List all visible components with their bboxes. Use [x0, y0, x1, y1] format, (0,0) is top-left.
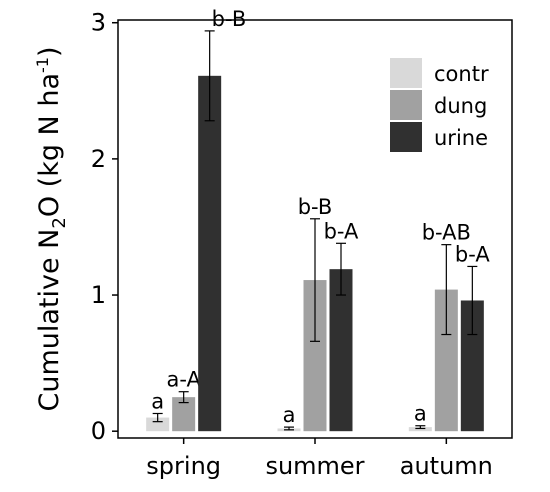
bar-dung-spring — [172, 397, 196, 432]
legend-swatch — [390, 90, 422, 120]
y-axis-label-prefix: Cumulative N — [34, 229, 65, 412]
error-bar-urine-spring — [204, 30, 215, 122]
y-tick-label: 2 — [91, 145, 106, 173]
y-tick-label: 1 — [91, 281, 106, 309]
legend-item-dung: dung — [390, 90, 487, 120]
y-axis-title: Cumulative N2O (kg N ha-1) — [33, 46, 70, 411]
bar-label-urine-summer: b-A — [324, 219, 359, 243]
axes: 0 1 2 3 spring summer autumn — [91, 9, 513, 480]
bar-label-urine-autumn: b-A — [455, 242, 490, 266]
x-tick-label-spring: spring — [146, 452, 221, 480]
y-tick-label: 3 — [91, 9, 106, 37]
legend: contr dung urine — [390, 58, 489, 152]
bar-dung-summer — [303, 280, 327, 432]
bar-label-dung-spring: a-A — [166, 368, 201, 392]
legend-swatch — [390, 122, 422, 152]
legend-label: dung — [434, 94, 487, 118]
legend-swatch — [390, 58, 422, 88]
bar-label-contr-summer: a — [283, 403, 296, 427]
error-bar-dung-autumn — [441, 244, 452, 336]
y-axis-label-sup: -1 — [33, 57, 52, 73]
bar-urine-spring — [198, 75, 222, 432]
error-bar-urine-summer — [336, 242, 346, 296]
error-bar-dung-summer — [310, 218, 320, 342]
bar-urine-summer — [329, 269, 353, 432]
y-axis-label-suffix: ) — [34, 46, 65, 57]
x-tick-label-summer: summer — [265, 452, 364, 480]
legend-label: urine — [434, 126, 488, 150]
bar-label-urine-spring: b-B — [212, 7, 247, 31]
legend-item-contr: contr — [390, 58, 489, 88]
error-bar-dung-spring — [178, 391, 189, 404]
y-tick-label: 0 — [91, 417, 106, 445]
bar-contr-autumn — [408, 427, 432, 432]
bar-label-dung-autumn: b-AB — [422, 221, 471, 245]
error-bar-contr-spring — [152, 412, 163, 423]
y-axis-label-sub: 2 — [49, 217, 70, 228]
error-bar-contr-autumn — [415, 425, 426, 430]
bar-urine-autumn — [460, 300, 484, 432]
legend-item-urine: urine — [390, 122, 488, 152]
error-bar-urine-autumn — [467, 265, 478, 336]
bar-dung-autumn — [434, 289, 458, 432]
bar-label-contr-spring: a — [151, 389, 164, 413]
x-tick-label-autumn: autumn — [400, 452, 493, 480]
y-axis-label: Cumulative N2O (kg N ha-1) — [33, 46, 70, 411]
legend-label: contr — [434, 62, 489, 86]
bar-label-contr-autumn: a — [414, 402, 427, 426]
bar-contr-spring — [146, 417, 170, 432]
bars: aa-Ab-Bab-Bb-Aab-ABb-A — [146, 7, 490, 432]
error-bar-contr-summer — [284, 426, 294, 431]
bar-label-dung-summer: b-B — [298, 195, 333, 219]
y-axis-label-mid: O (kg N ha — [34, 73, 65, 217]
